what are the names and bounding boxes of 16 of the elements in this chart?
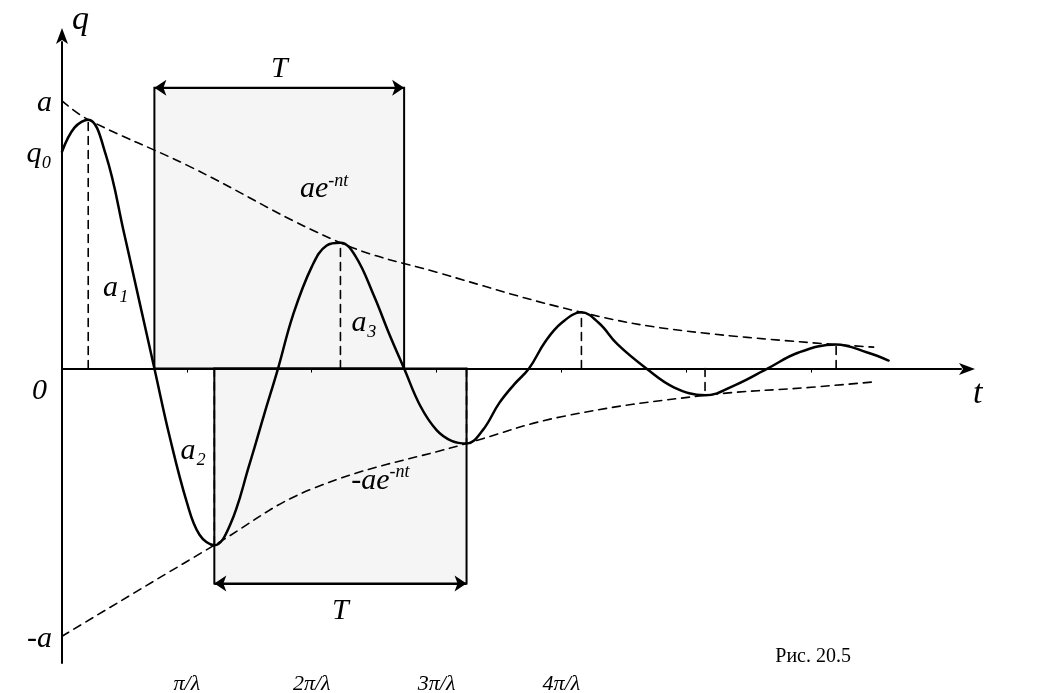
text: a: [37, 84, 52, 118]
text: Рис. 20.5: [775, 644, 851, 666]
annotation: a₁: [102, 269, 129, 303]
x-tick-label: π/λ: [173, 669, 201, 693]
band-label: T: [332, 592, 352, 625]
text: q₀: [26, 135, 52, 169]
annotation: a₃: [351, 303, 377, 337]
x-tick-label: 3π/λ: [416, 669, 456, 693]
annotation: a₂: [180, 432, 206, 466]
x-tick-label: 4π/λ: [542, 669, 581, 693]
text: 0: [32, 372, 48, 406]
band-label: T: [270, 50, 290, 84]
text: -a: [27, 619, 52, 653]
x-axis-title: t: [973, 373, 984, 411]
y-axis-title: q: [72, 0, 89, 36]
x-tick-label: 2π/λ: [292, 669, 331, 693]
